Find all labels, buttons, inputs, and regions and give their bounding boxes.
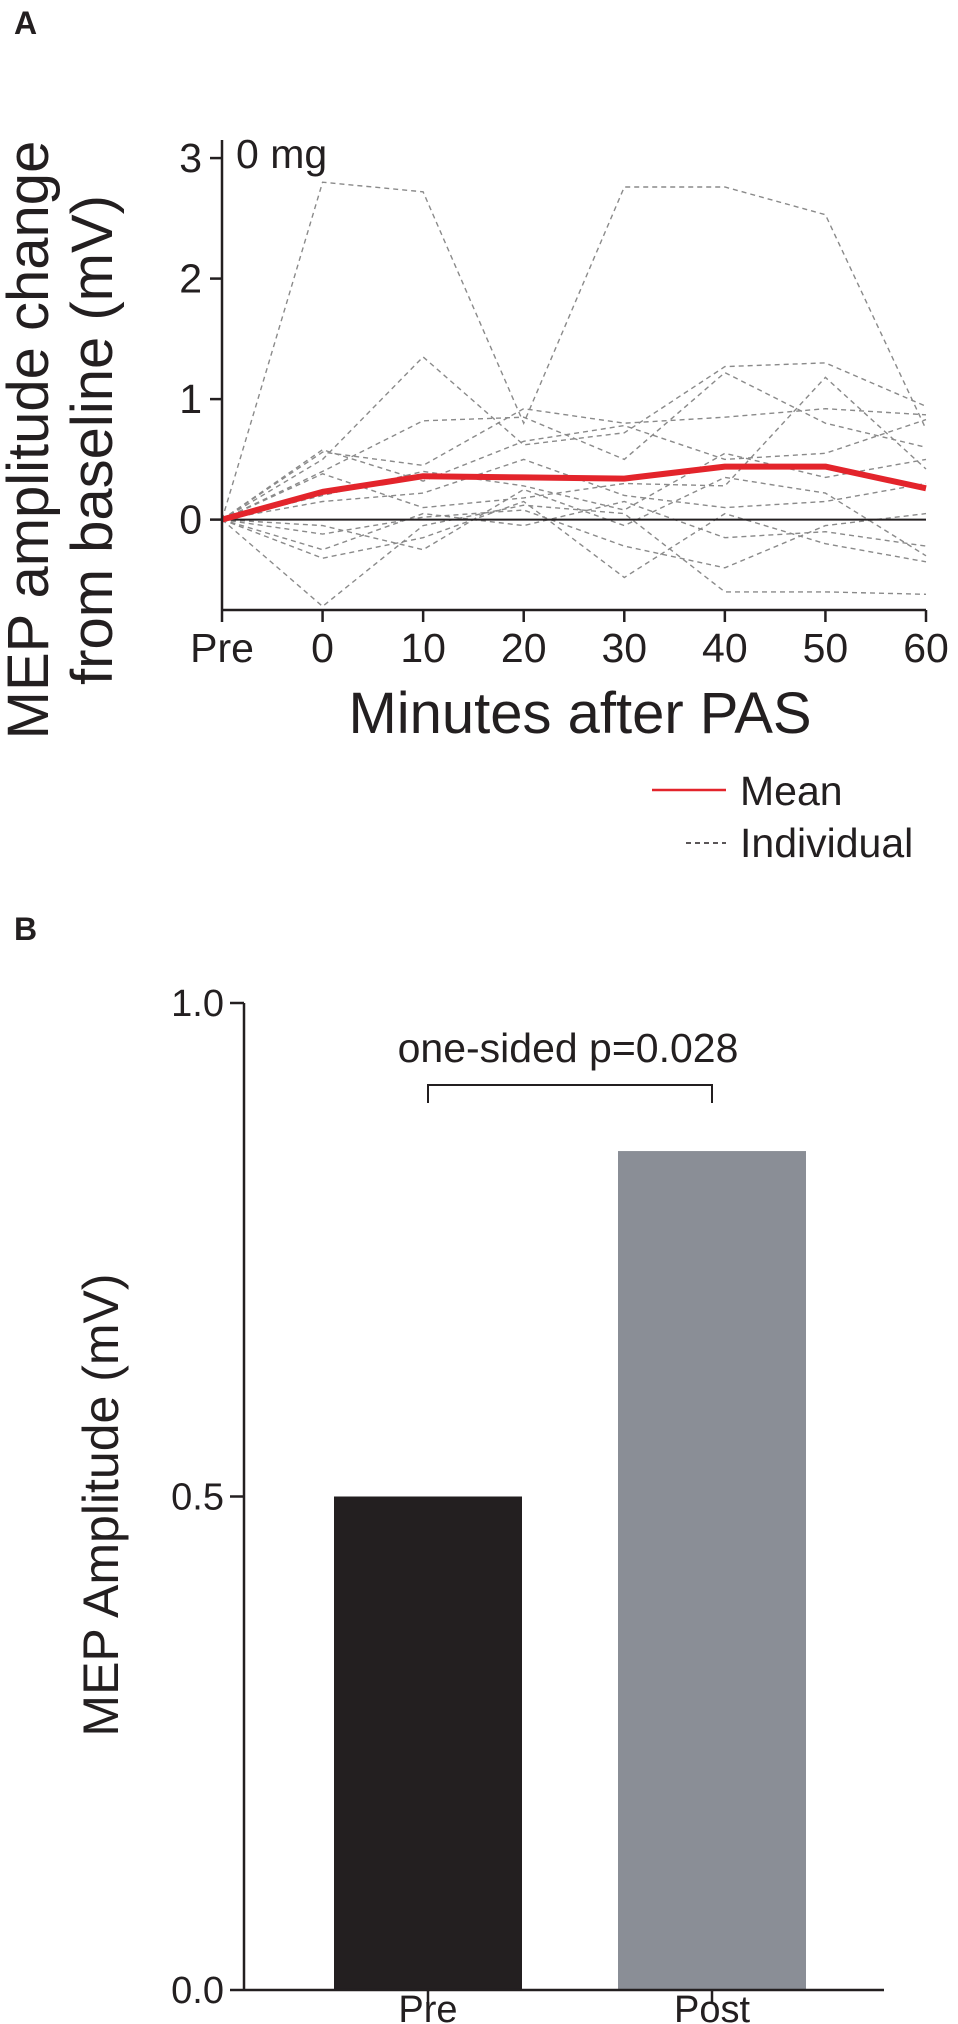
y-tick-label: 2 (179, 256, 202, 302)
y-tick-label: 3 (179, 135, 202, 181)
significance-bracket (427, 1084, 713, 1103)
mean-line (221, 463, 927, 523)
legend-individual-label: Individual (740, 820, 913, 866)
legend-mean-label: Mean (740, 768, 843, 814)
bar-post (618, 1151, 806, 1990)
panel-a: A 0 1 2 3 Pre 0 10 20 30 40 50 60 0 mg Minutes aft… (0, 5, 949, 866)
individual-lines (221, 181, 927, 608)
individual-line-11 (221, 500, 927, 579)
legend: Mean Individual (652, 768, 913, 866)
panel-letter-a: A (14, 5, 37, 41)
x-axis-title-a: Minutes after PAS (348, 681, 811, 746)
y-tick-label: 1 (179, 376, 202, 422)
y-axis-title-a-line2: from baseline (mV) (60, 195, 125, 685)
x-tick-label: 0 (311, 625, 334, 671)
y-tick-label-b: 0.0 (171, 1970, 224, 2012)
x-tick-label-b: Post (674, 1989, 750, 2024)
individual-line-9 (221, 476, 927, 557)
y-tick-label: 0 (179, 497, 202, 543)
bar-pre (334, 1496, 522, 1990)
x-tick-label: 20 (501, 625, 547, 671)
bars (334, 1151, 806, 1990)
x-tick-label: 50 (803, 625, 849, 671)
individual-line-4 (221, 371, 927, 521)
x-tick-label: 30 (601, 625, 647, 671)
x-tick-label: 40 (702, 625, 748, 671)
x-tick-label-b: Pre (398, 1989, 457, 2024)
individual-line-13 (221, 509, 927, 569)
y-tick-label-b: 0.5 (171, 1477, 224, 1519)
y-ticks-b: 0.0 0.5 1.0 (171, 983, 244, 2012)
y-axis-title-a-line1: MEP amplitude change (0, 141, 61, 740)
y-ticks-a: 0 1 2 3 (179, 135, 222, 543)
panel-letter-b: B (14, 911, 37, 947)
significance-annotation: one-sided p=0.028 (398, 1025, 739, 1071)
y-tick-label-b: 1.0 (171, 983, 224, 1025)
individual-line-7 (221, 376, 927, 521)
dose-annotation: 0 mg (236, 131, 327, 177)
x-tick-label: 10 (400, 625, 446, 671)
x-tick-label: 60 (903, 625, 949, 671)
x-ticks-b: Pre Post (398, 1989, 750, 2024)
panel-b: B 0.0 0.5 1.0 Pre Post one-sided p=0.028 ME… (14, 911, 884, 2024)
x-tick-label: Pre (190, 625, 254, 671)
individual-line-12 (221, 504, 927, 608)
y-axis-title-b: MEP Amplitude (mV) (73, 1273, 129, 1736)
x-ticks-a: Pre 0 10 20 30 40 50 60 (190, 610, 949, 671)
